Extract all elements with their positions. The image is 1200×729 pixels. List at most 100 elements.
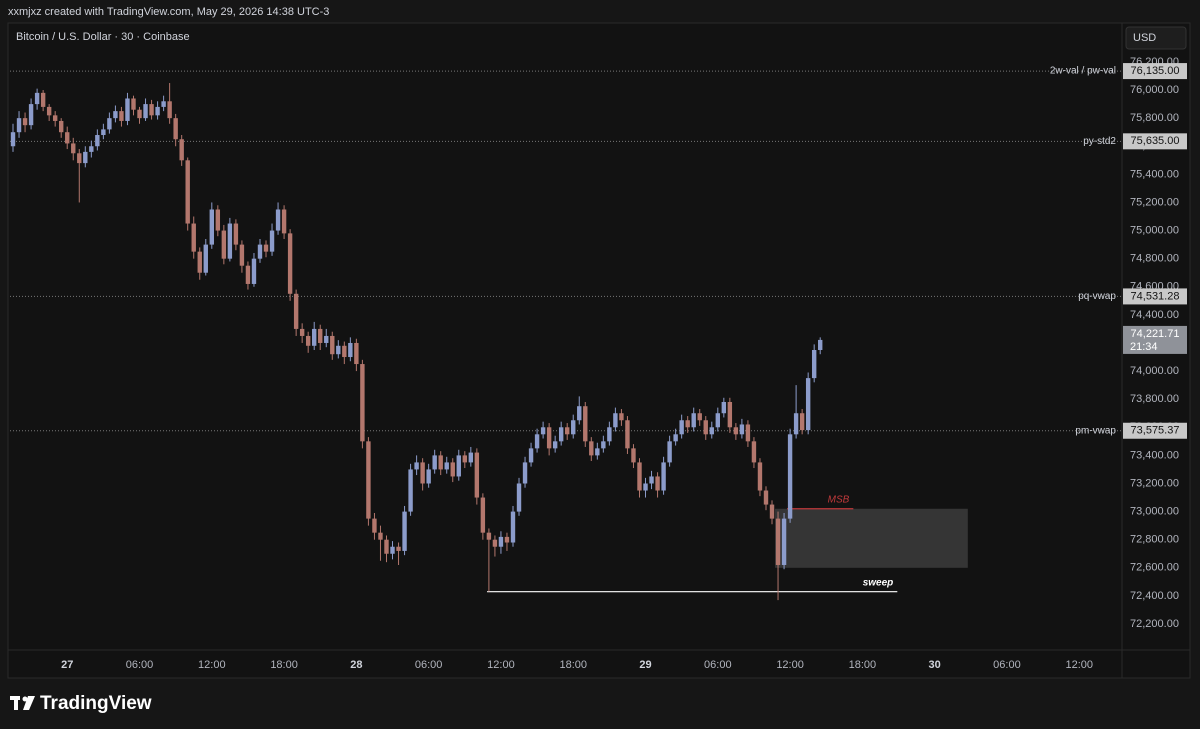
last-price-countdown: 21:34 — [1130, 341, 1158, 353]
candle-body — [818, 339, 823, 350]
candle-body — [113, 111, 118, 119]
candle-body — [637, 462, 642, 491]
candle-body — [125, 98, 130, 121]
candle-body — [619, 413, 624, 421]
candle-body — [275, 209, 281, 231]
chart-panel — [7, 22, 1191, 679]
candle-body — [239, 244, 245, 266]
candle-body — [95, 135, 100, 147]
candle-body — [318, 328, 323, 343]
annotation-label: sweep — [863, 577, 894, 588]
logo-mark — [10, 696, 35, 710]
candle-body — [468, 452, 474, 463]
chart-title: Bitcoin / U.S. Dollar · 30 · Coinbase — [16, 31, 190, 43]
candle-body — [558, 427, 564, 442]
y-tick-label: 73,000.00 — [1130, 505, 1179, 517]
candle-body — [751, 441, 757, 463]
currency-button[interactable] — [1125, 26, 1187, 50]
candle-body — [583, 406, 588, 442]
candle-body — [191, 223, 196, 252]
last-price-tag — [1123, 325, 1187, 354]
candle-body — [287, 233, 293, 294]
candle-body — [402, 511, 407, 551]
candle-body — [269, 230, 275, 252]
candle-body — [245, 265, 251, 284]
candle-body — [233, 223, 239, 245]
candle-body — [131, 98, 136, 110]
candle-body — [263, 244, 269, 252]
y-tick-label: 76,000.00 — [1130, 84, 1179, 96]
candle-body — [703, 420, 708, 435]
price-line-value: 76,135.00 — [1131, 65, 1180, 77]
candle-body — [462, 455, 467, 463]
y-tick-label: 72,800.00 — [1130, 534, 1179, 546]
candle-body — [197, 251, 202, 273]
last-price-value: 74,221.71 — [1131, 328, 1180, 340]
price-line-value: 75,635.00 — [1131, 135, 1180, 147]
y-tick-label: 73,400.00 — [1130, 449, 1179, 461]
candle-body — [227, 223, 233, 259]
candle-body — [673, 434, 678, 442]
candle-body — [83, 151, 88, 164]
y-tick-label: 72,600.00 — [1130, 562, 1179, 574]
candle-body — [167, 101, 172, 119]
x-tick-label: 29 — [639, 659, 651, 671]
candle-body — [89, 146, 94, 152]
candle-body — [155, 106, 160, 116]
candle-body — [77, 153, 82, 164]
candle-body — [691, 413, 696, 428]
x-tick-label: 18:00 — [849, 659, 877, 671]
candle-body — [432, 455, 437, 470]
candle-body — [59, 120, 64, 133]
candle-body — [456, 455, 461, 477]
price-line-tag — [1123, 288, 1187, 305]
candle-body — [739, 424, 745, 435]
candle-body — [420, 462, 425, 484]
y-tick-label: 72,200.00 — [1130, 618, 1179, 630]
candle-body — [251, 258, 257, 284]
zone — [775, 508, 968, 568]
candle-body — [787, 434, 793, 519]
candle-body — [601, 441, 606, 449]
candle-body — [781, 518, 787, 565]
candle-body — [450, 462, 455, 477]
candle-body — [546, 427, 552, 449]
price-line-tag — [1123, 133, 1187, 150]
header: xxmjxz created with TradingView.com, May… — [8, 6, 329, 18]
candle-body — [179, 139, 184, 161]
candle-body — [643, 483, 648, 491]
candle-body — [360, 364, 365, 442]
candle-body — [613, 413, 618, 428]
candle-body — [631, 448, 636, 463]
candle-body — [438, 455, 443, 470]
candle-body — [799, 413, 805, 431]
candle-body — [426, 469, 431, 484]
candle-body — [107, 118, 112, 130]
x-tick-label: 12:00 — [1065, 659, 1093, 671]
candle-body — [143, 104, 148, 119]
y-tick-label: 75,800.00 — [1130, 112, 1179, 124]
candle-body — [486, 532, 492, 540]
candle-body — [498, 536, 504, 547]
price-line-value: 74,531.28 — [1131, 290, 1180, 302]
candle-body — [257, 244, 263, 259]
candle-body — [565, 427, 570, 435]
candle-body — [577, 406, 582, 421]
price-line-tag — [1123, 422, 1187, 439]
candle-body — [336, 345, 341, 355]
candle-body — [595, 448, 600, 456]
candle-body — [709, 427, 714, 435]
candle-body — [46, 106, 52, 116]
candle-body — [733, 427, 739, 435]
candle-body — [52, 115, 58, 121]
candle-body — [221, 230, 227, 259]
candle-body — [625, 420, 630, 449]
candle-body — [793, 413, 799, 435]
candle-body — [215, 209, 221, 231]
currency[interactable]: USD — [1133, 32, 1156, 44]
candle-body — [571, 420, 576, 435]
candle-body — [293, 293, 299, 329]
candle-body — [769, 504, 775, 519]
candle-body — [528, 448, 534, 463]
x-tick-label: 06:00 — [704, 659, 732, 671]
